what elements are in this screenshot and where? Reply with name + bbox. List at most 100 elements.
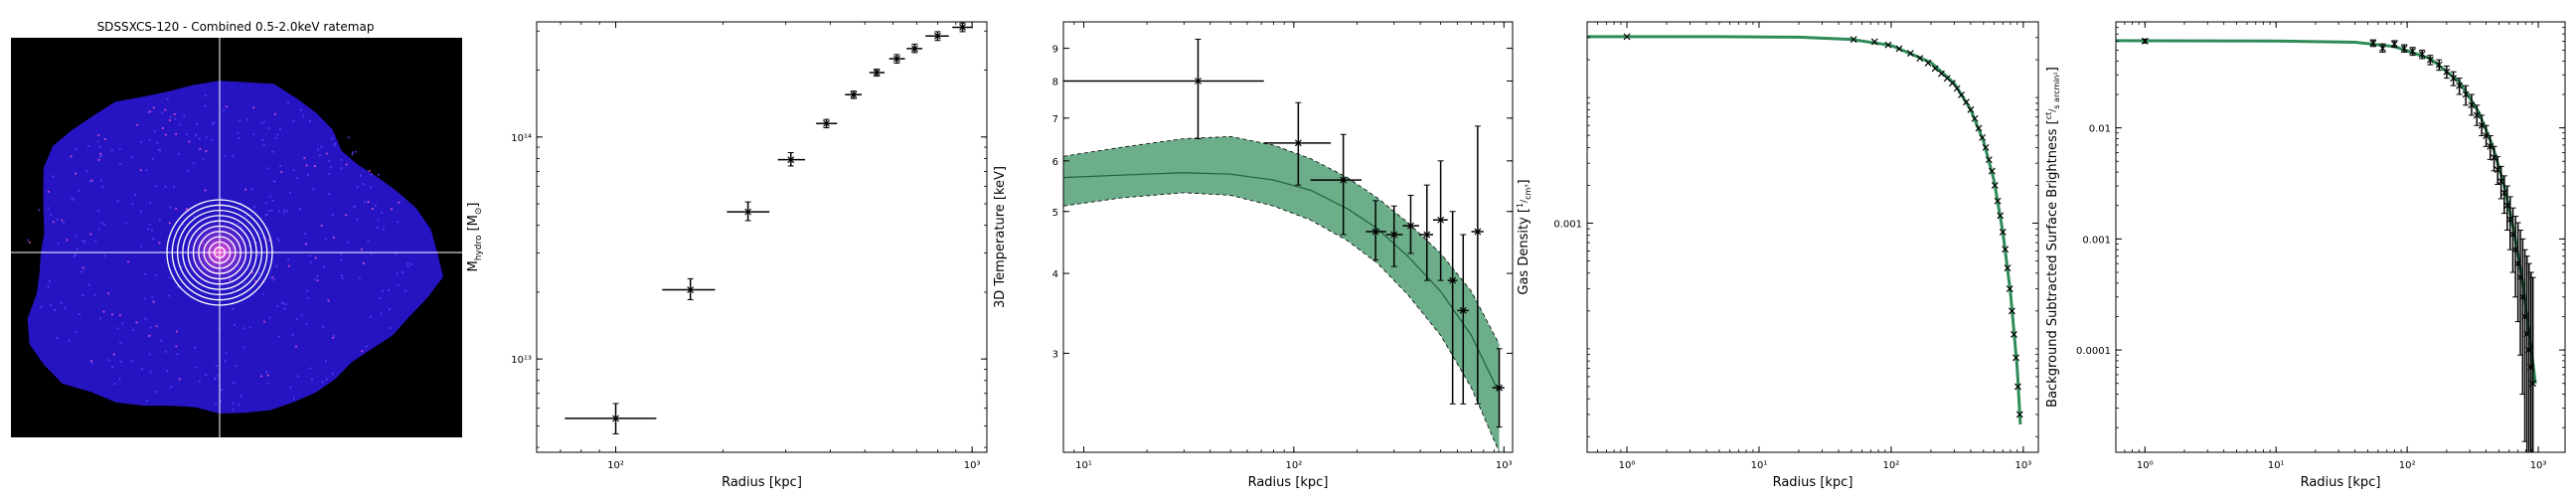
photon-speck xyxy=(253,279,257,283)
model-uncertainty-band xyxy=(1063,136,1500,452)
data-point xyxy=(1994,197,2002,205)
photon-speck xyxy=(243,215,246,218)
photon-speck xyxy=(176,353,179,356)
photon-speck xyxy=(361,350,364,353)
photon-speck xyxy=(303,156,306,159)
photon-speck xyxy=(333,144,336,147)
photon-speck xyxy=(345,163,348,166)
photon-speck xyxy=(146,228,150,231)
photon-speck xyxy=(98,317,101,320)
data-point xyxy=(726,201,770,222)
x-tick-label: 10² xyxy=(1883,460,1900,471)
data-point xyxy=(2390,40,2398,49)
data-point xyxy=(925,31,949,42)
photon-speck xyxy=(294,345,298,348)
data-point xyxy=(1967,105,1975,113)
y-axis-label-fraction-bar: / xyxy=(1520,199,1530,203)
point-marker xyxy=(2450,75,2458,83)
photon-speck xyxy=(267,167,270,170)
data-point xyxy=(2004,264,2012,271)
photon-speck xyxy=(161,111,164,114)
photon-speck xyxy=(64,307,67,310)
photon-speck xyxy=(238,137,241,140)
photon-speck xyxy=(204,94,207,97)
photon-speck xyxy=(332,236,335,239)
data-point xyxy=(564,403,657,434)
data-point xyxy=(1982,143,1990,151)
photon-speck xyxy=(225,105,229,108)
photon-speck xyxy=(234,323,237,327)
density-profile-chart: 10⁰ 10¹ 10² 10³ 0.001 Radius [kpc] Gas Density… xyxy=(1516,21,2039,490)
photon-speck xyxy=(376,226,379,230)
axes-frame xyxy=(536,21,988,453)
photon-speck xyxy=(356,186,359,189)
photon-speck xyxy=(322,265,325,268)
photon-speck xyxy=(52,221,55,224)
y-axis-label-subscript: hydro xyxy=(474,235,484,260)
photon-speck xyxy=(268,316,271,319)
photon-speck xyxy=(175,132,178,136)
axes-frame xyxy=(2115,21,2566,453)
photon-speck xyxy=(76,248,79,251)
photon-speck xyxy=(325,360,328,363)
data-point xyxy=(2409,47,2417,57)
photon-speck xyxy=(340,167,343,170)
photon-speck xyxy=(157,148,160,151)
photon-speck xyxy=(309,260,312,263)
point-marker xyxy=(1294,139,1302,147)
photon-speck xyxy=(89,233,92,236)
point-marker xyxy=(1982,143,1990,151)
photon-speck xyxy=(261,237,265,240)
photon-speck xyxy=(38,209,41,212)
data-point xyxy=(1447,211,1458,405)
point-marker xyxy=(933,32,941,40)
photon-speck xyxy=(395,252,398,255)
photon-speck xyxy=(145,169,148,172)
point-marker xyxy=(1948,80,1956,87)
photon-speck xyxy=(287,264,290,267)
photon-speck xyxy=(131,155,134,158)
photon-speck xyxy=(305,289,309,292)
photon-speck xyxy=(50,213,53,217)
data-point xyxy=(2008,307,2015,315)
mass-profile-chart: 10² 10³ 10¹³ 10¹⁴ Radius [kpc] Mhydro [M⊙] xyxy=(466,21,988,490)
photon-speck xyxy=(103,254,106,257)
y-axis-label: Mhydro [M⊙] xyxy=(466,202,484,271)
point-marker xyxy=(1967,105,1975,113)
data-point xyxy=(1884,41,1892,49)
photon-speck xyxy=(102,310,105,313)
photon-speck xyxy=(145,399,149,402)
photon-speck xyxy=(261,292,264,295)
x-tick-label: 10¹ xyxy=(2268,460,2285,471)
point-marker xyxy=(873,69,881,77)
photon-speck xyxy=(98,145,101,148)
photon-speck xyxy=(202,158,205,161)
data-point xyxy=(2443,65,2451,80)
y-axis-label: Background Subtracted Surface Brightness… xyxy=(2044,67,2061,408)
photon-speck xyxy=(86,144,90,147)
photon-speck xyxy=(188,140,191,143)
photon-speck xyxy=(143,297,146,300)
photon-speck xyxy=(286,101,290,104)
data-point xyxy=(1432,160,1448,281)
photon-speck xyxy=(291,333,294,337)
photon-speck xyxy=(232,155,235,158)
y-axis-label-fraction-denominator: cm³ xyxy=(1524,184,1532,199)
y-axis-label-bracket: ] xyxy=(2045,67,2060,72)
data-point xyxy=(1943,75,1951,83)
photon-speck xyxy=(245,118,249,121)
photon-speck xyxy=(381,290,384,293)
data-point xyxy=(2011,331,2017,338)
photon-speck xyxy=(158,218,161,221)
photon-speck xyxy=(28,241,31,244)
photon-speck xyxy=(139,169,142,172)
brightness-profile-chart: 10⁰ 10¹ 10² 10³ 0.01 0.001 0.0001 Radius [kpc] B… xyxy=(2044,21,2566,490)
photon-speck xyxy=(187,169,190,172)
photon-speck xyxy=(223,108,226,111)
x-tick-label: 10¹ xyxy=(1751,460,1768,471)
photon-speck xyxy=(224,154,227,157)
photon-speck xyxy=(195,133,198,136)
photon-speck xyxy=(179,123,182,126)
photon-speck xyxy=(268,195,271,198)
photon-speck xyxy=(110,313,113,316)
